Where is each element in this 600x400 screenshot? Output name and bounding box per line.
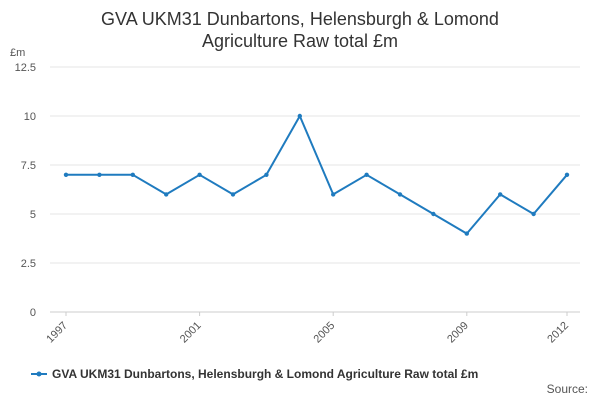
data-point[interactable] [230,192,236,197]
series-line [66,115,568,235]
x-tick-label: 2005 [312,320,338,346]
data-point[interactable] [130,172,135,177]
chart-title-line-2: Agriculture Raw total £m [201,31,399,51]
data-point[interactable] [531,211,536,217]
chart-title: GVA UKM31 Dunbartons, Helensburgh & Lomo… [0,8,600,52]
data-point[interactable] [197,172,202,177]
axes [50,311,580,316]
y-tick-label: 0 [30,307,36,319]
legend-label[interactable]: GVA UKM31 Dunbartons, Helensburgh & Lomo… [52,367,478,381]
x-tick-label: 2009 [445,320,471,346]
x-tick-label: 1997 [44,320,70,346]
chart-title-line-1: GVA UKM31 Dunbartons, Helensburgh & Lomo… [101,9,499,29]
y-tick-label: 2.5 [21,258,36,270]
legend-marker [36,371,42,377]
x-axis-tick-labels: 1997 2001 2005 2009 2012 [44,320,571,346]
data-point[interactable] [364,172,369,177]
data-point[interactable] [397,192,403,197]
data-point[interactable] [498,192,503,197]
y-tick-label: 7.5 [21,160,36,172]
data-point[interactable] [431,211,436,217]
data-point[interactable] [97,172,102,177]
x-tick-label: 2012 [545,320,571,346]
legend[interactable]: GVA UKM31 Dunbartons, Helensburgh & Lomo… [31,367,478,381]
data-point[interactable] [297,113,302,119]
data-point[interactable] [331,192,336,197]
data-point[interactable] [63,172,69,177]
y-tick-label: 12.5 [15,62,36,74]
data-point[interactable] [564,172,570,177]
data-point[interactable] [164,192,169,197]
y-tick-label: 10 [24,111,36,123]
y-axis-tick-labels: 0 2.5 5 7.5 10 12.5 [15,62,36,319]
data-point[interactable] [264,172,269,177]
grid-lines [50,66,580,264]
x-tick-label: 2001 [178,320,204,346]
y-axis-label: £m [10,47,25,59]
source-label: Source: [546,382,588,396]
data-point[interactable] [464,231,469,236]
y-tick-label: 5 [30,209,36,221]
series-layer [63,113,570,236]
